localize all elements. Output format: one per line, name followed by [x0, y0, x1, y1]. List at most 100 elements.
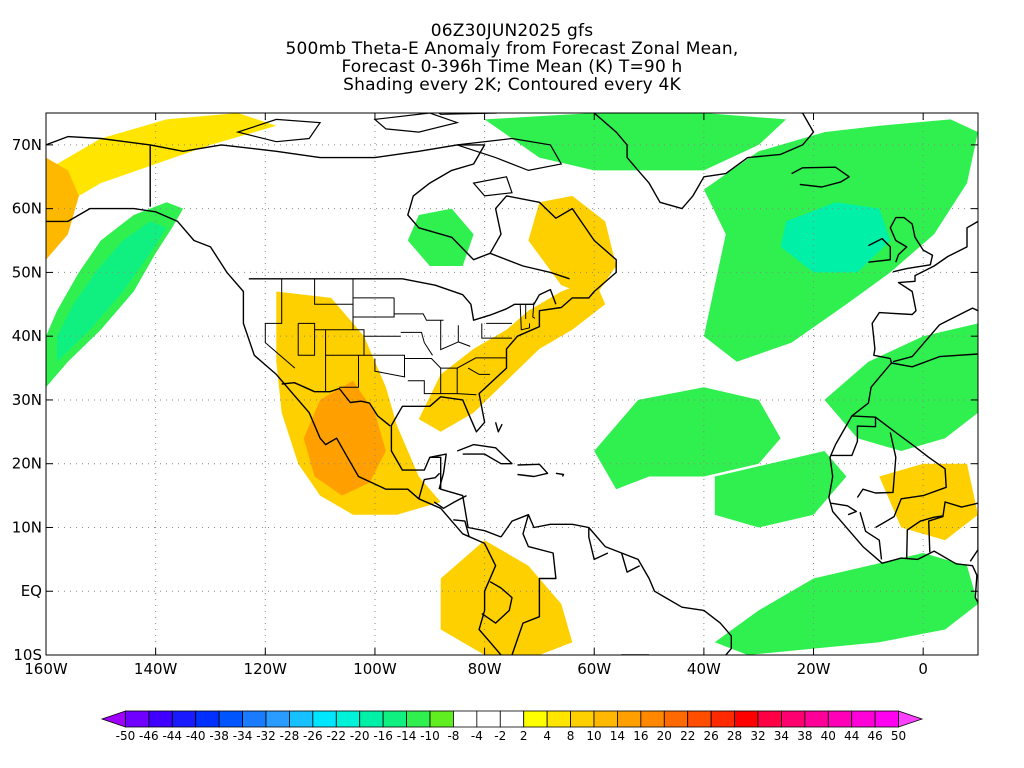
coastline-segment: [453, 519, 470, 538]
colorbar-swatch: [827, 710, 853, 728]
colorbar-label: 14: [610, 729, 625, 743]
state-boundary: [314, 278, 354, 305]
colorbar-arrow-left: [100, 710, 126, 728]
arctic-island-outline: [457, 137, 563, 172]
state-boundary: [481, 323, 512, 339]
colorbar-swatch: [335, 710, 361, 728]
colorbar-swatch: [710, 710, 735, 728]
coastline-segment: [590, 113, 815, 210]
anomaly-region-tropical-atlantic-cool: [714, 451, 847, 528]
coastline-segment: [588, 527, 609, 561]
colorbar-label: 28: [727, 729, 742, 743]
anomaly-region-bering-warm: [46, 157, 79, 260]
coastline-segment: [511, 514, 557, 655]
colorbar-label: -14: [397, 729, 417, 743]
state-boundary: [297, 322, 316, 356]
lon-tick-label: 20W: [797, 660, 831, 678]
coastline-segment: [429, 453, 447, 490]
coastline-segment: [481, 581, 513, 624]
colorbar-label: -34: [233, 729, 253, 743]
state-boundary: [264, 278, 296, 369]
state-boundary: [519, 304, 530, 331]
plot-frame: [45, 112, 979, 656]
lat-tick-label: 30N: [12, 391, 42, 409]
colorbar-label: 20: [657, 729, 672, 743]
colorbar-label: -32: [256, 729, 276, 743]
anomaly-shading: [46, 113, 978, 655]
coastlines-boundaries: [46, 113, 978, 655]
coastline-segment: [489, 252, 570, 280]
colorbar-swatch: [874, 710, 899, 728]
coastline-segment: [46, 135, 617, 538]
coastline-segment: [928, 501, 978, 553]
colorbar-swatch: [406, 710, 431, 728]
colorbar-label: 46: [868, 729, 883, 743]
title-line-4: Shading every 2K; Contoured every 4K: [343, 75, 681, 95]
coastline-segment: [892, 307, 978, 363]
lat-tick-label: 60N: [12, 200, 42, 218]
state-boundary: [353, 297, 395, 318]
colorbar-swatch: [851, 710, 876, 728]
state-boundary: [532, 302, 536, 319]
state-boundary: [440, 320, 459, 351]
anomaly-region-south-atlantic-cool: [714, 553, 978, 655]
colorbar-swatch: [359, 710, 384, 728]
title-block: 06Z30JUN2025 gfs 500mb Theta-E Anomaly f…: [0, 22, 1024, 94]
colorbar-label: 16: [633, 729, 648, 743]
state-boundary: [407, 368, 442, 395]
lat-tick-label: 10N: [12, 518, 42, 536]
state-boundary: [394, 313, 444, 321]
colorbar-label: 44: [844, 729, 859, 743]
anomaly-region-amazon-warm: [440, 540, 573, 655]
colorbar-label: -4: [471, 729, 483, 743]
colorbar-label: -8: [447, 729, 459, 743]
colorbar-swatch: [382, 710, 407, 728]
anomaly-region-hudson-bay-cool: [407, 208, 474, 266]
state-boundary: [467, 367, 491, 375]
arctic-island-outline: [472, 176, 513, 197]
colorbar-swatch: [476, 710, 501, 728]
lon-tick-label: 80W: [468, 660, 502, 678]
colorbar-label: -10: [420, 729, 440, 743]
coastline-segment: [517, 463, 549, 478]
colorbar-label: -38: [209, 729, 229, 743]
colorbar-label: 50: [891, 729, 906, 743]
colorbar-label: -28: [280, 729, 300, 743]
colorbar-label: -26: [303, 729, 323, 743]
title-line-3: Forecast 0-396h Time Mean (K) T=90 h: [341, 57, 683, 77]
colorbar-label: -40: [186, 729, 206, 743]
lon-tick-label: 120W: [244, 660, 288, 678]
lat-tick-label: 70N: [12, 136, 42, 154]
colorbar-label: 4: [543, 729, 551, 743]
colorbar-label: 26: [704, 729, 719, 743]
state-boundary: [404, 357, 507, 369]
colorbar-label: 22: [680, 729, 695, 743]
colorbar-label: -20: [350, 729, 370, 743]
colorbar-label: 10: [586, 729, 601, 743]
colorbar-swatch: [757, 710, 782, 728]
anomaly-region-mexico-warm-core: [303, 380, 386, 496]
lat-tick-label: 10S: [13, 646, 42, 664]
colorbar-label: 40: [821, 729, 836, 743]
lat-tick-label: 20N: [12, 455, 42, 473]
state-boundary: [400, 331, 433, 356]
colorbar-swatch: [546, 710, 571, 728]
title-line-2: 500mb Theta-E Anomaly from Forecast Zona…: [285, 39, 739, 59]
state-boundary: [364, 354, 405, 377]
colorbar: -50 -46 -44 -40 -38 -34 -32 -28 -26 -22 -20 -16 -14-…: [100, 710, 924, 743]
anomaly-region-west-africa-warm: [879, 463, 978, 541]
coastline-segment: [433, 494, 467, 509]
colorbar-swatch: [499, 710, 525, 728]
colorbar-label: -16: [373, 729, 393, 743]
lon-tick-label: 0: [918, 660, 928, 678]
coastline-segment: [830, 502, 857, 516]
coastline-segment: [456, 443, 513, 465]
lat-tick-label: 40N: [12, 327, 42, 345]
coastline-segment: [418, 472, 441, 499]
colorbar-swatch: [640, 710, 665, 728]
coastline-segment: [791, 166, 850, 188]
coastline-segment: [494, 422, 503, 433]
anomaly-region-east-us-warm: [418, 278, 606, 432]
